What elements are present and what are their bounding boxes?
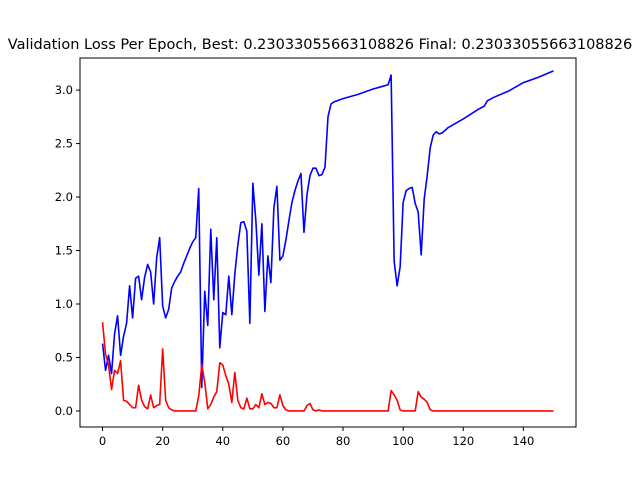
series-line-1 [101,70,554,389]
x-tick-label: 100 [392,434,414,448]
series-layer [101,70,554,412]
x-tick-label: 40 [215,434,230,448]
y-tick-label: 2.0 [55,190,73,204]
x-axis: 0 20 40 60 80 100 120 140 [99,427,534,448]
x-tick-label: 20 [155,434,170,448]
x-tick-label: 80 [336,434,351,448]
y-tick-label: 0.0 [55,404,73,418]
x-tick-label: 140 [512,434,534,448]
y-tick-label: 1.0 [55,297,73,311]
y-tick-label: 2.5 [55,137,73,151]
x-tick-label: 120 [452,434,474,448]
chart-title: Validation Loss Per Epoch, Best: 0.23033… [8,37,632,53]
series-line-2 [101,322,554,412]
y-tick-label: 1.5 [55,244,73,258]
y-tick-label: 0.5 [55,350,73,364]
x-tick-label: 0 [99,434,106,448]
y-axis: 0.0 0.5 1.0 1.5 2.0 2.5 3.0 [55,83,80,418]
y-tick-label: 3.0 [55,83,73,97]
plot-frame [79,57,577,428]
x-tick-label: 60 [276,434,291,448]
